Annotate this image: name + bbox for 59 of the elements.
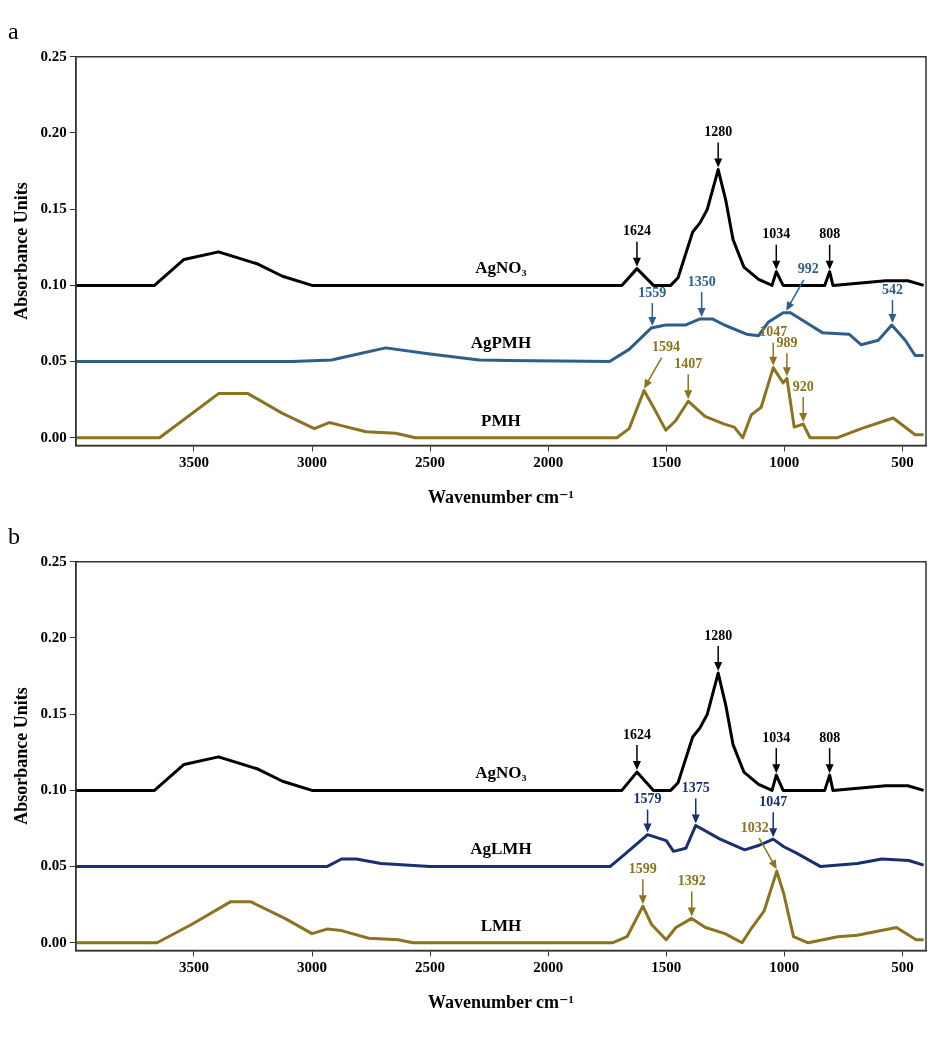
x-axis-title: Wavenumber cm⁻¹ xyxy=(427,991,574,1012)
annotation: 1032 xyxy=(740,819,769,835)
x-axis-title: Wavenumber cm⁻¹ xyxy=(427,486,574,507)
x-tick-label: 1500 xyxy=(651,454,682,471)
y-axis-title: Absorbance Units xyxy=(11,182,32,320)
x-tick-label: 3500 xyxy=(178,959,209,976)
annotation: 1280 xyxy=(704,627,733,643)
annotation: 808 xyxy=(819,226,841,242)
y-tick-label: 0.20 xyxy=(40,123,67,140)
annotation: 1594 xyxy=(652,339,681,355)
annotation: 1280 xyxy=(704,124,733,140)
series-label: AgNO₃ xyxy=(475,763,527,783)
y-tick-label: 0.00 xyxy=(40,428,67,445)
y-tick-label: 0.25 xyxy=(40,47,67,64)
x-tick-label: 3500 xyxy=(178,454,209,471)
annotation: 1579 xyxy=(633,791,662,807)
y-tick-label: 0.10 xyxy=(40,781,67,798)
y-axis-title: Absorbance Units xyxy=(11,687,32,825)
annotation: 1392 xyxy=(677,873,706,889)
chart-title: a xyxy=(8,17,19,44)
annotation: 542 xyxy=(881,281,903,297)
x-tick-label: 1500 xyxy=(651,959,682,976)
x-tick-label: 500 xyxy=(891,454,914,471)
annotation: 992 xyxy=(797,261,819,277)
x-tick-label: 2500 xyxy=(415,454,446,471)
series-label: PMH xyxy=(481,410,521,430)
x-tick-label: 500 xyxy=(891,959,914,976)
x-tick-label: 1000 xyxy=(769,959,800,976)
series-label: LMH xyxy=(480,915,522,935)
x-tick-label: 2000 xyxy=(533,959,564,976)
y-tick-label: 0.25 xyxy=(40,552,67,569)
y-tick-label: 0.05 xyxy=(40,352,67,369)
series-label: AgLMH xyxy=(470,839,532,859)
annotation: 1350 xyxy=(687,273,716,289)
chart-title: b xyxy=(8,522,20,549)
x-tick-label: 1000 xyxy=(769,454,800,471)
annotation: 1624 xyxy=(622,726,651,742)
y-tick-label: 0.00 xyxy=(40,933,67,950)
y-tick-label: 0.05 xyxy=(40,857,67,874)
annotation: 920 xyxy=(792,378,814,394)
x-tick-label: 2500 xyxy=(415,959,446,976)
annotation: 1034 xyxy=(762,729,791,745)
annotation: 1624 xyxy=(622,223,651,239)
y-tick-label: 0.20 xyxy=(40,628,67,645)
x-tick-label: 3000 xyxy=(297,454,327,471)
annotation: 1375 xyxy=(681,780,710,796)
annotation: 1559 xyxy=(638,284,667,300)
y-tick-label: 0.15 xyxy=(40,200,67,217)
x-tick-label: 2000 xyxy=(533,454,564,471)
series-label: AgNO₃ xyxy=(475,258,527,278)
annotation: 808 xyxy=(819,729,841,745)
series-label: AgPMH xyxy=(470,333,532,353)
annotation: 1047 xyxy=(759,793,788,809)
annotation: 1599 xyxy=(628,860,657,876)
y-tick-label: 0.10 xyxy=(40,276,67,293)
y-tick-label: 0.15 xyxy=(40,705,67,722)
annotation: 1034 xyxy=(762,226,791,242)
annotation: 1407 xyxy=(674,355,703,371)
x-tick-label: 3000 xyxy=(297,959,327,976)
